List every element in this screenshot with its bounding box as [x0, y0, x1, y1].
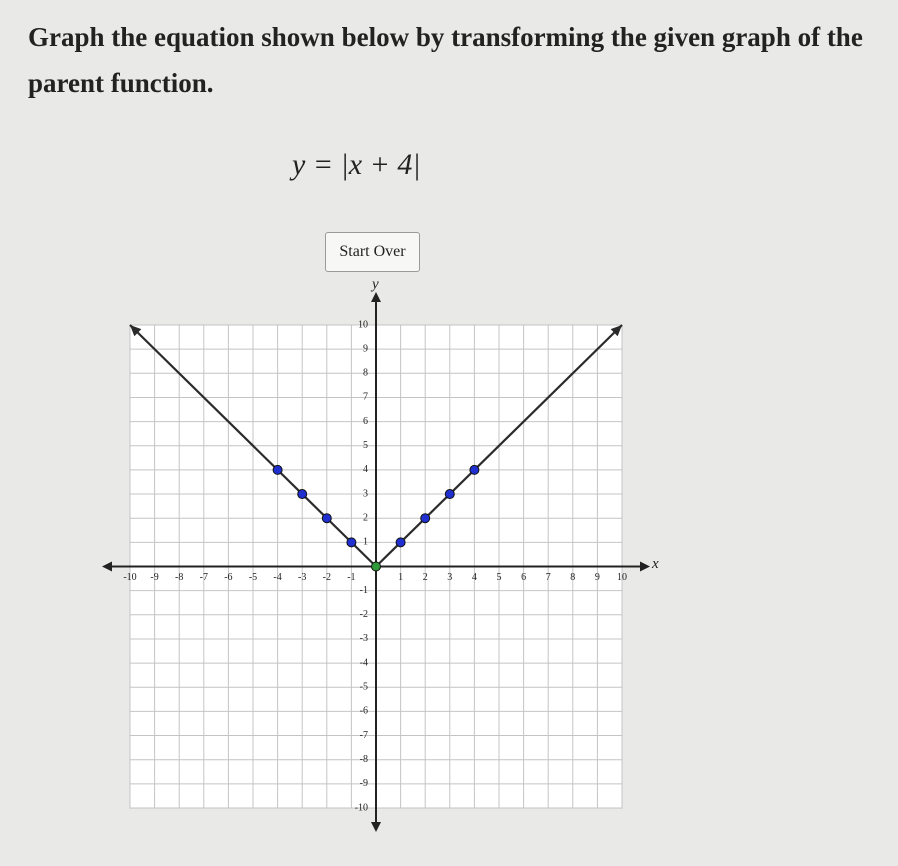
y-tick-label: -6 — [360, 706, 368, 717]
x-tick-label: -5 — [249, 572, 257, 583]
y-tick-label: -10 — [355, 802, 368, 813]
axis-arrow — [371, 822, 381, 832]
y-tick-label: 4 — [363, 464, 368, 475]
x-tick-label: 6 — [521, 572, 526, 583]
x-tick-label: -10 — [123, 572, 136, 583]
x-tick-label: 3 — [447, 572, 452, 583]
graph-point — [371, 561, 381, 572]
y-tick-label: -2 — [360, 609, 368, 620]
y-tick-label: -1 — [360, 585, 368, 596]
x-tick-label: -7 — [200, 572, 208, 583]
y-tick-label: 8 — [363, 368, 368, 379]
instruction: Graph the equation shown below by transf… — [28, 22, 863, 98]
graph-point — [297, 489, 308, 500]
graph: -10 -9 -8 -7 -6 -5 -4 -3 -2 -1 1 2 3 4 5 6 7 8 9 10 -10 -9 -8 -… — [102, 276, 659, 832]
x-tick-label: 1 — [398, 572, 403, 583]
x-tick-label: -4 — [273, 572, 281, 583]
axis-arrow — [102, 561, 112, 572]
line-arrow — [130, 325, 142, 337]
x-tick-label: -3 — [298, 572, 306, 583]
y-tick-label: 9 — [363, 343, 368, 354]
graph-point — [395, 537, 406, 548]
graph-point — [469, 464, 480, 475]
x-tick-label: -1 — [347, 572, 355, 583]
y-tick-label: -8 — [360, 754, 368, 765]
y-tick-label: -4 — [360, 657, 368, 668]
y-tick-label: 2 — [363, 512, 368, 523]
x-tick-label: -9 — [150, 572, 158, 583]
graph-point — [321, 513, 332, 524]
graph-point — [420, 513, 431, 524]
axis-arrow — [371, 292, 381, 302]
equation: y = |x + 4| — [292, 148, 421, 181]
x-tick-label: -2 — [323, 572, 331, 583]
x-tick-label: 8 — [570, 572, 575, 583]
x-tick-label: 10 — [617, 572, 627, 583]
graph-point — [346, 537, 357, 548]
axis-arrow — [640, 561, 650, 572]
x-tick-label: 5 — [497, 572, 502, 583]
y-tick-label: 6 — [363, 416, 368, 427]
y-axis-label: y — [370, 276, 379, 292]
y-tick-label: -7 — [360, 730, 368, 741]
y-tick-label: -9 — [360, 778, 368, 789]
y-tick-label: -5 — [360, 682, 368, 693]
x-axis-label: x — [651, 556, 659, 572]
graph-point — [272, 464, 283, 475]
x-tick-label: 9 — [595, 572, 600, 583]
start-over-button[interactable]: Start Over — [325, 232, 420, 272]
y-tick-label: 7 — [363, 392, 368, 403]
x-tick-label: 2 — [423, 572, 428, 583]
x-tick-label: -8 — [175, 572, 183, 583]
y-tick-label: 1 — [363, 537, 368, 548]
line-arrow — [610, 325, 622, 337]
y-tick-label: 3 — [363, 488, 368, 499]
graph-point — [444, 489, 455, 500]
x-tick-label: -6 — [224, 572, 232, 583]
y-tick-label: -3 — [360, 633, 368, 644]
x-tick-label: 7 — [546, 572, 551, 583]
x-tick-label: 4 — [472, 572, 477, 583]
y-tick-label: 10 — [358, 319, 368, 330]
y-tick-label: 5 — [363, 440, 368, 451]
